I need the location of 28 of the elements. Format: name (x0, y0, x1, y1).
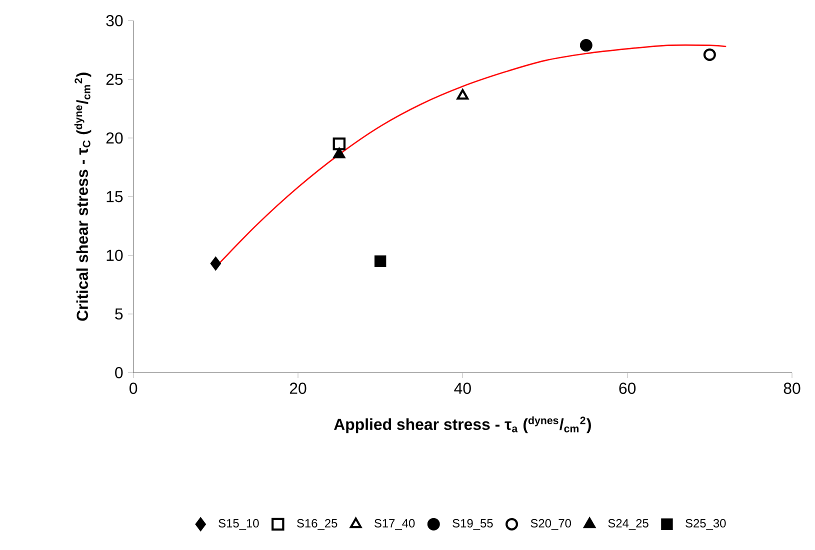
point (333, 148, 346, 158)
y-tick-label: 20 (106, 132, 123, 144)
legend-label: S16_25 (297, 519, 338, 530)
x-tick-label: 20 (290, 382, 306, 394)
legend-label: S15_10 (218, 519, 259, 530)
legend-label: S19_55 (452, 519, 493, 530)
y-tick-label: 15 (106, 191, 123, 202)
y-tick-label: 30 (106, 15, 123, 26)
point (332, 137, 346, 150)
x-tick-label: 40 (454, 382, 471, 394)
legend-label: S25_30 (686, 519, 726, 530)
y-tick-label: 0 (115, 367, 123, 378)
legend-label: S20_70 (530, 519, 571, 530)
y-axis-title: Critical shear stress - τ$_{C}$ ($^{dyne}$/$_{cm}$$^{2}$) (74, 72, 92, 321)
y-tick-label: 5 (115, 308, 123, 320)
point (210, 256, 221, 270)
legend-label: S17_40 (374, 519, 415, 530)
x-tick-label: 80 (784, 382, 800, 394)
legend-label: S24_25 (608, 519, 648, 530)
x-tick-label: 0 (130, 382, 138, 394)
point (374, 255, 386, 268)
point (703, 48, 716, 61)
x-tick-label: 60 (619, 382, 636, 394)
y-tick-label: 10 (106, 250, 123, 261)
x-axis-title: Applied shear stress - τ$_{a}$ ($^{dynes}$/$_{cm}$$^{2}$) (334, 416, 591, 434)
point (456, 89, 469, 100)
y-tick-label: 25 (106, 74, 123, 85)
point (580, 39, 592, 52)
